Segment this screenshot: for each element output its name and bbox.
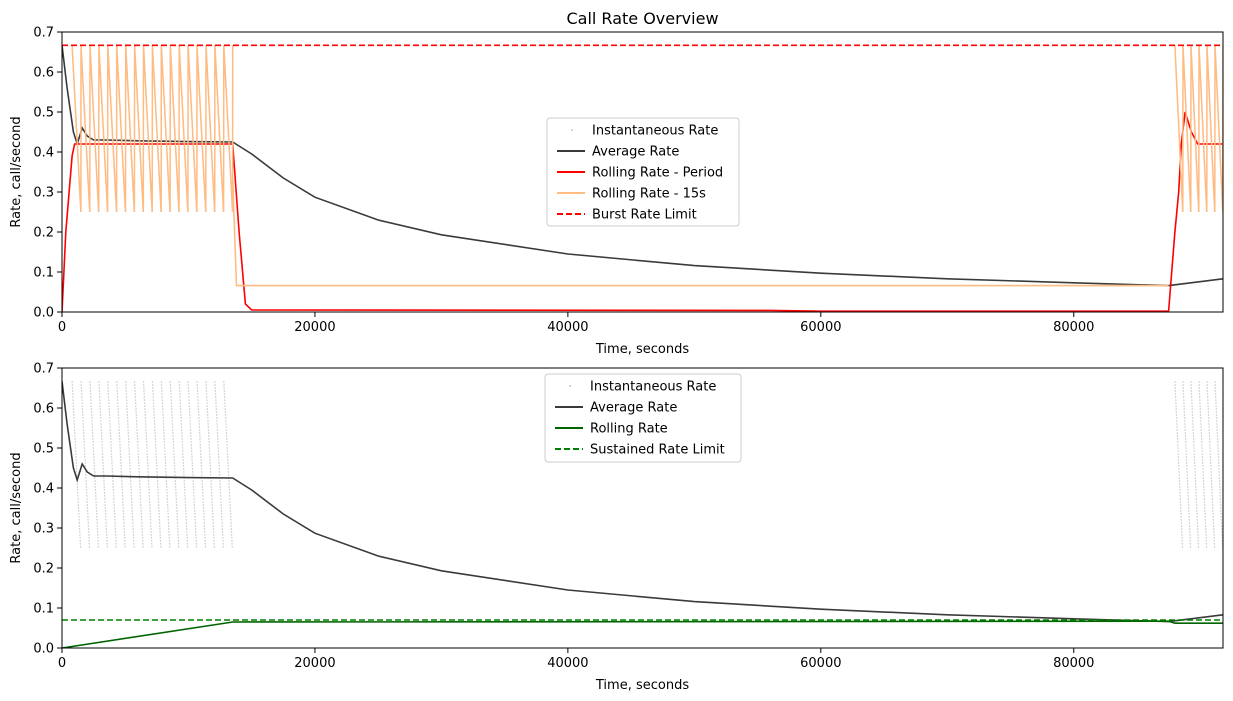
legend-item-burst-rate-limit: Burst Rate Limit: [557, 208, 697, 223]
series-instantaneous-rate-point-group: [151, 381, 162, 549]
y-axis-label: Rate, call/second: [9, 452, 24, 563]
series-instantaneous-rate-point-group: [1206, 381, 1216, 549]
legend-item-instantaneous-rate: Instantaneous Rate: [569, 380, 716, 395]
y-tick-label: 0.3: [33, 522, 54, 537]
x-tick-label: 80000: [1053, 320, 1094, 335]
series-instantaneous-rate-point-group: [133, 381, 144, 549]
legend-label: Rolling Rate: [590, 422, 668, 437]
legend-label: Instantaneous Rate: [592, 124, 718, 139]
series-instantaneous-rate-point-group: [214, 381, 224, 549]
legend: Instantaneous Rate Average Rate Rolling Ra…: [544, 373, 742, 463]
y-tick-label: 0.1: [33, 266, 54, 281]
plot-area: [62, 381, 1223, 648]
series-instantaneous-rate-point-group: [1214, 381, 1223, 549]
x-axis-label: Time, seconds: [595, 678, 689, 693]
legend-marker: [569, 385, 571, 387]
series-instantaneous-rate-point-group: [71, 381, 82, 549]
y-tick-label: 0.3: [33, 186, 54, 201]
series-instantaneous-rate-point-group: [223, 381, 233, 549]
x-tick-label: 80000: [1053, 656, 1094, 671]
y-tick-label: 0.7: [33, 362, 54, 377]
series-rolling-rate-15s-line: [1174, 45, 1223, 213]
series-instantaneous-rate-point-group: [98, 381, 108, 549]
series-instantaneous-rate-point-group: [1182, 381, 1192, 549]
series-instantaneous-rate-point-group: [125, 381, 135, 549]
legend: Instantaneous Rate Average Rate Rolling Ra…: [546, 117, 740, 227]
plot-frame: [61, 31, 1224, 313]
x-tick-label: 60000: [800, 320, 841, 335]
series-instantaneous-rate-point-group: [1190, 381, 1200, 549]
series-instantaneous-rate-point-group: [196, 381, 207, 549]
series-instantaneous-rate-point-group: [89, 381, 100, 549]
y-tick-label: 0.1: [33, 602, 54, 617]
series-instantaneous-rate-point-group: [187, 381, 198, 549]
legend-item-average-rate: Average Rate: [557, 145, 679, 160]
legend-item-rolling-rate: Rolling Rate: [555, 422, 668, 437]
y-tick-label: 0.4: [33, 146, 54, 161]
series-instantaneous-rate-point-group: [80, 381, 91, 549]
y-tick-label: 0.0: [33, 642, 54, 657]
x-tick-label: 20000: [294, 320, 335, 335]
series-rolling-rate-15s-line: [231, 179, 1169, 287]
y-tick-label: 0.6: [33, 66, 54, 81]
x-tick-label: 20000: [294, 656, 335, 671]
legend-item-instantaneous-rate: Instantaneous Rate: [571, 124, 718, 139]
y-tick-label: 0.5: [33, 442, 54, 457]
x-tick-label: 0: [58, 656, 66, 671]
plot-frame: [61, 367, 1224, 649]
y-axis-label: Rate, call/second: [9, 116, 24, 227]
legend-item-rolling-rate-period: Rolling Rate - Period: [557, 166, 723, 181]
series-rolling-rate-15s-line: [71, 45, 234, 213]
x-tick-label: 60000: [800, 656, 841, 671]
legend-item-sustained-rate-limit: Sustained Rate Limit: [555, 443, 725, 458]
chart-title: Call Rate Overview: [566, 9, 718, 28]
legend-label: Rolling Rate - Period: [592, 166, 723, 181]
y-tick-label: 0.5: [33, 106, 54, 121]
y-tick-label: 0.7: [33, 26, 54, 41]
series-rolling-rate-line: [62, 620, 1223, 648]
y-tick-label: 0.2: [33, 226, 54, 241]
x-tick-label: 0: [58, 320, 66, 335]
plot-area: [62, 44, 1223, 312]
x-axis-label: Time, seconds: [595, 342, 689, 357]
series-instantaneous-rate-point-group: [107, 381, 117, 549]
legend-box: [546, 117, 740, 227]
chart-panel-1: 0 20000 40000 60000 80000 0.0 0.1 0.2 0.3 0.4 0.5 0…: [9, 9, 1224, 357]
x-tick-label: 40000: [547, 656, 588, 671]
legend-label: Instantaneous Rate: [590, 380, 716, 395]
series-instantaneous-rate-point-group: [205, 381, 216, 549]
legend-item-average-rate: Average Rate: [555, 401, 677, 416]
legend-label: Burst Rate Limit: [592, 208, 697, 223]
series-instantaneous-rate-point-group: [1198, 381, 1208, 549]
series-instantaneous-rate-point-group: [178, 381, 189, 549]
legend-label: Rolling Rate - 15s: [592, 187, 706, 202]
series-instantaneous-rate-point-group: [142, 381, 153, 549]
y-tick-label: 0.4: [33, 482, 54, 497]
chart-panel-2: 0 20000 40000 60000 80000 0.0 0.1 0.2 0.3 0.4 0.5 0…: [9, 362, 1224, 693]
legend-label: Sustained Rate Limit: [590, 443, 725, 458]
series-instantaneous-rate-point-group: [1174, 381, 1184, 549]
legend-box: [544, 373, 742, 463]
series-instantaneous-rate-point-group: [169, 381, 180, 549]
series-instantaneous-rate-point-group: [160, 381, 171, 549]
legend-item-rolling-rate-15s: Rolling Rate - 15s: [557, 187, 706, 202]
series-average-rate-line: [62, 381, 1223, 623]
legend-label: Average Rate: [590, 401, 677, 416]
y-tick-label: 0.0: [33, 306, 54, 321]
legend-marker: [571, 129, 573, 131]
series-instantaneous-rate-point-group: [116, 381, 126, 549]
x-tick-label: 40000: [547, 320, 588, 335]
legend-label: Average Rate: [592, 145, 679, 160]
y-tick-label: 0.2: [33, 562, 54, 577]
y-tick-label: 0.6: [33, 402, 54, 417]
